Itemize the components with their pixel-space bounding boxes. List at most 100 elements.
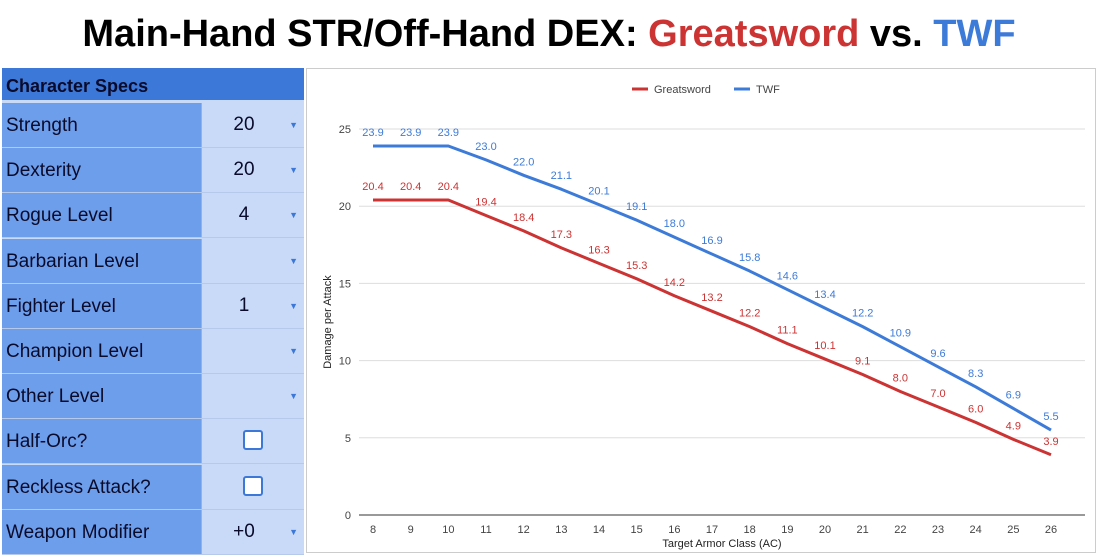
data-label-greatsword: 14.2: [664, 277, 685, 289]
data-label-twf: 22.0: [513, 156, 534, 168]
half-orc-checkbox[interactable]: [243, 430, 263, 451]
x-tick-label: 26: [1045, 524, 1057, 536]
page-title: Main-Hand STR/Off-Hand DEX: Greatsword v…: [0, 8, 1098, 60]
data-label-greatsword: 17.3: [551, 229, 572, 241]
data-label-greatsword: 13.2: [701, 292, 722, 304]
x-tick-label: 20: [819, 524, 831, 536]
series-line-twf: [373, 144, 1052, 432]
data-label-greatsword: 6.0: [968, 403, 983, 415]
dropdown-arrow-icon[interactable]: ▼: [289, 120, 298, 130]
data-label-greatsword: 20.4: [362, 181, 383, 193]
data-label-greatsword: 19.4: [475, 196, 496, 208]
x-tick-label: 17: [706, 524, 718, 536]
x-tick-label: 23: [932, 524, 944, 536]
title-prefix: Main-Hand STR/Off-Hand DEX:: [82, 13, 638, 55]
dexterity-value: 20: [233, 159, 255, 181]
dropdown-arrow-icon[interactable]: ▼: [289, 210, 298, 221]
data-label-greatsword: 10.1: [814, 340, 835, 352]
spec-cell-half-orc: [202, 419, 304, 464]
spec-row-fighter-level: Fighter Level 1 ▼: [2, 283, 304, 329]
title-vs: vs.: [869, 13, 923, 55]
spec-label-strength: Strength: [2, 103, 202, 147]
data-label-twf: 20.1: [588, 186, 609, 198]
dropdown-arrow-icon[interactable]: ▼: [289, 391, 298, 402]
data-label-twf: 13.4: [814, 289, 835, 301]
dexterity-dropdown[interactable]: 20 ▼: [202, 148, 304, 193]
data-label-greatsword: 20.4: [400, 181, 421, 193]
data-label-greatsword: 7.0: [930, 388, 945, 400]
data-label-twf: 10.9: [890, 328, 911, 340]
other-level-dropdown[interactable]: ▼: [202, 374, 304, 419]
data-label-twf: 21.1: [551, 170, 572, 182]
spec-row-champion-level: Champion Level ▼: [2, 329, 304, 374]
weapon-modifier-dropdown[interactable]: +0 ▼: [202, 509, 304, 554]
y-tick-label: 15: [339, 278, 351, 290]
data-label-greatsword: 8.0: [893, 372, 908, 384]
x-tick-label: 19: [781, 524, 793, 536]
dropdown-arrow-icon[interactable]: ▼: [289, 300, 298, 311]
weapon-modifier-value: +0: [233, 520, 255, 542]
spec-label-fighter-level: Fighter Level: [2, 283, 202, 328]
data-label-greatsword: 18.4: [513, 212, 534, 224]
x-tick-label: 25: [1007, 524, 1019, 536]
y-axis-title: Damage per Attack: [322, 275, 334, 369]
data-label-greatsword: 4.9: [1006, 420, 1021, 432]
title-twf: TWF: [933, 13, 1016, 55]
spec-label-dexterity: Dexterity: [2, 148, 202, 193]
data-label-twf: 15.8: [739, 252, 760, 264]
x-tick-label: 15: [631, 524, 643, 536]
spec-label-rogue-level: Rogue Level: [2, 193, 202, 238]
y-tick-label: 25: [339, 124, 351, 136]
dropdown-arrow-icon[interactable]: ▼: [289, 165, 298, 176]
x-tick-label: 10: [442, 524, 454, 536]
data-label-greatsword: 3.9: [1043, 436, 1058, 448]
title-greatsword: Greatsword: [648, 13, 860, 55]
x-tick-label: 8: [370, 524, 376, 536]
spec-row-barbarian-level: Barbarian Level ▼: [2, 238, 304, 284]
data-label-twf: 5.5: [1043, 411, 1058, 423]
spec-row-other-level: Other Level ▼: [2, 374, 304, 420]
strength-value: 20: [233, 114, 255, 135]
dropdown-arrow-icon[interactable]: ▼: [289, 255, 298, 266]
x-tick-label: 16: [668, 524, 680, 536]
x-tick-label: 18: [744, 524, 756, 536]
data-label-twf: 16.9: [701, 235, 722, 247]
strength-dropdown[interactable]: 20 ▼: [202, 103, 304, 147]
spec-label-champion-level: Champion Level: [2, 329, 202, 373]
data-label-greatsword: 15.3: [626, 260, 647, 272]
x-tick-label: 14: [593, 524, 605, 536]
spec-row-reckless-attack: Reckless Attack?: [2, 464, 304, 510]
dropdown-arrow-icon[interactable]: ▼: [289, 526, 298, 537]
series-line-greatsword: [373, 198, 1052, 457]
x-tick-label: 22: [894, 524, 906, 536]
legend-label-greatsword: Greatsword: [654, 84, 711, 96]
spec-row-weapon-modifier: Weapon Modifier +0 ▼: [2, 509, 304, 555]
dropdown-arrow-icon[interactable]: ▼: [289, 346, 298, 356]
x-tick-label: 11: [480, 524, 491, 536]
data-label-twf: 23.9: [400, 127, 421, 139]
rogue-level-dropdown[interactable]: 4 ▼: [202, 193, 304, 238]
spec-row-rogue-level: Rogue Level 4 ▼: [2, 193, 304, 239]
y-tick-label: 20: [339, 201, 351, 213]
data-label-greatsword: 11.1: [777, 325, 798, 337]
barbarian-level-dropdown[interactable]: ▼: [202, 238, 304, 283]
spec-label-half-orc: Half-Orc?: [2, 419, 202, 464]
fighter-level-dropdown[interactable]: 1 ▼: [202, 283, 304, 328]
spec-label-weapon-modifier: Weapon Modifier: [2, 509, 202, 554]
data-label-greatsword: 12.2: [739, 308, 760, 320]
legend-label-twf: TWF: [756, 84, 780, 96]
x-tick-label: 9: [408, 524, 414, 536]
spec-label-other-level: Other Level: [2, 374, 202, 419]
character-specs-panel: Character Specs Strength 20 ▼ Dexterity 20 ▼ R…: [2, 68, 304, 555]
data-label-twf: 19.1: [626, 201, 647, 213]
champion-level-dropdown[interactable]: ▼: [202, 329, 304, 373]
fighter-level-value: 1: [238, 294, 250, 316]
x-tick-label: 13: [555, 524, 567, 536]
data-label-twf: 6.9: [1006, 389, 1021, 401]
reckless-attack-checkbox[interactable]: [243, 475, 263, 496]
x-axis-title: Target Armor Class (AC): [662, 538, 781, 550]
data-label-twf: 23.9: [362, 127, 383, 139]
data-label-twf: 14.6: [777, 271, 798, 283]
data-label-twf: 18.0: [664, 218, 685, 230]
character-specs-header: Character Specs: [2, 68, 304, 100]
